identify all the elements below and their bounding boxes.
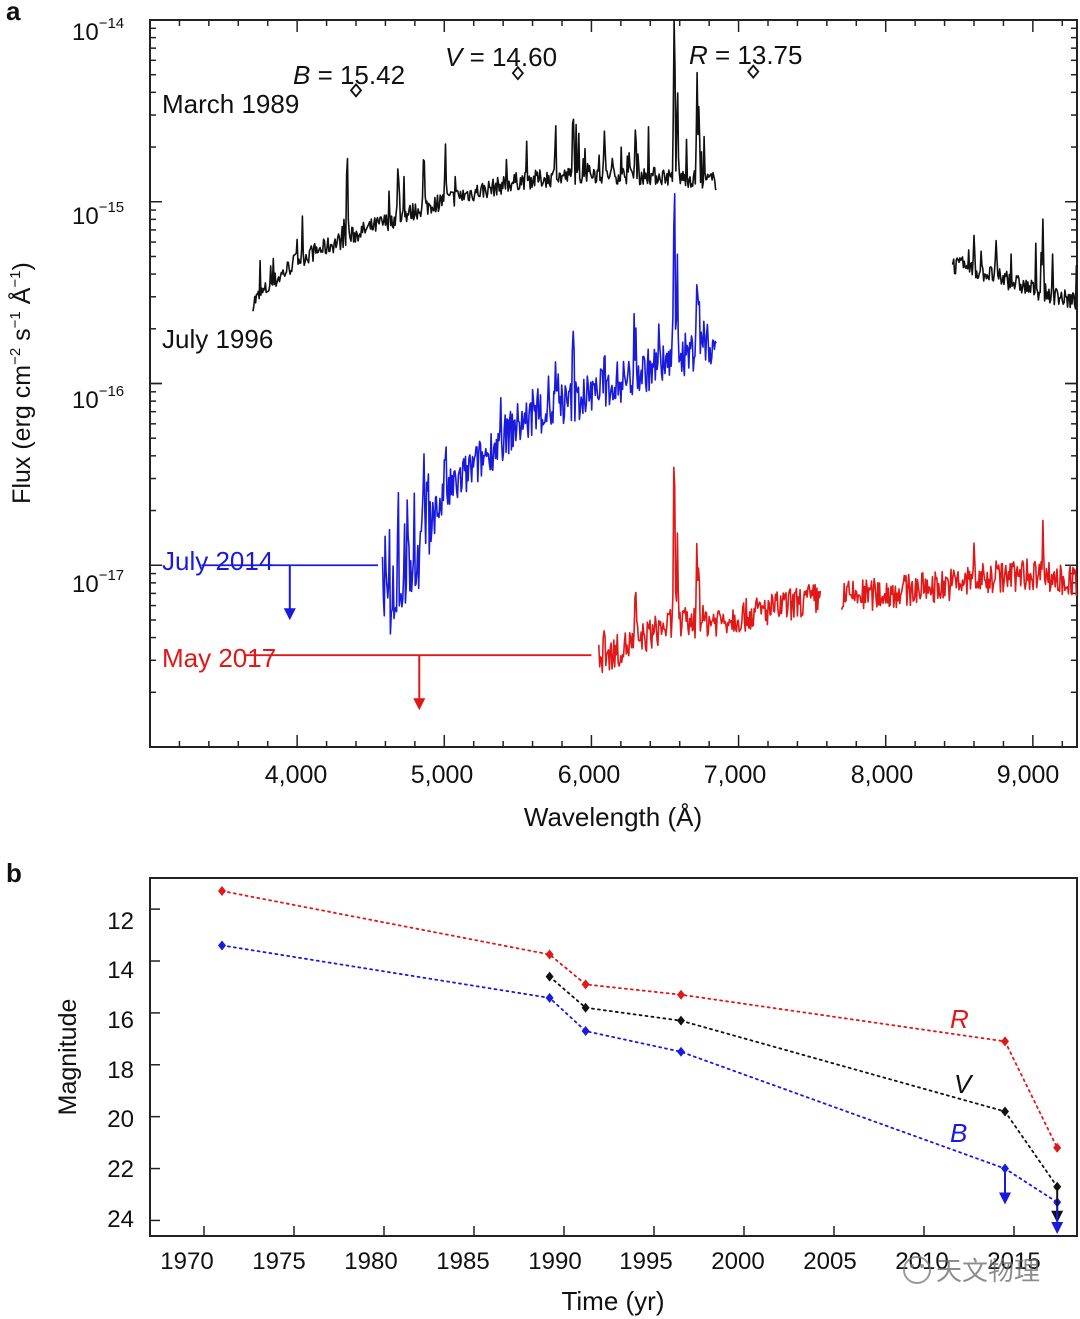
data-point-v (1001, 1106, 1009, 1117)
panel-b-series (218, 885, 1064, 1234)
upper-limit-arrow-b-head (999, 1192, 1011, 1205)
data-point-r (1053, 1142, 1062, 1153)
series-line-r (221, 890, 1059, 1149)
xtick-label: 4,000 (265, 761, 328, 789)
data-point-b (218, 940, 226, 951)
series-line-v (548, 975, 1059, 1188)
spectrum-july-1996 (381, 193, 717, 635)
data-point-v (581, 1002, 590, 1013)
xtick-label: 1990 (528, 1248, 581, 1275)
photometry-label-r: R = 13.75 (689, 40, 802, 70)
data-point-v (545, 971, 554, 982)
epoch-label-may-2017: May 2017 (162, 643, 276, 673)
panel-a-ylabel: Flux (erg cm−2 s−1 Å−1) (6, 262, 36, 504)
photometry-point-b (349, 82, 363, 98)
panel-b-label: b (6, 858, 22, 888)
data-point-r (581, 979, 590, 990)
data-point-b (1001, 1163, 1009, 1174)
photometry-point-r (747, 64, 760, 80)
xtick-label: 8,000 (851, 761, 914, 789)
ytick-label: 10−15 (72, 199, 124, 230)
ytick-label: 18 (107, 1057, 134, 1084)
watermark-text: 天文物理 (936, 1256, 1040, 1286)
panel-a-xtick-labels: 4,000 5,000 6,000 7,000 8,000 9,000 (265, 761, 1060, 789)
panel-b-frame (149, 877, 1078, 1237)
data-point-b (677, 1046, 685, 1057)
xtick-label: 6,000 (558, 761, 621, 789)
ytick-label: 22 (107, 1156, 134, 1183)
data-point-v (1053, 1181, 1062, 1192)
photometry-label-b: B = 15.42 (293, 60, 405, 90)
epoch-label-march-1989: March 1989 (162, 89, 299, 119)
panel-a-label: a (6, 0, 21, 26)
upper-limit-arrow-b-head (1051, 1222, 1064, 1234)
series-line-b (221, 944, 1059, 1204)
panel-b-ytick-labels: 12 14 16 18 20 22 24 (107, 908, 134, 1233)
ytick-label: 12 (107, 908, 134, 935)
ytick-label: 24 (107, 1206, 134, 1233)
data-point-r (677, 989, 685, 1000)
spectrum-may-2017 (598, 466, 1078, 674)
panel-b-plot (149, 877, 1078, 1237)
photometry-point-v (511, 65, 525, 81)
panel-a-ytick-labels: 10−14 10−15 10−16 10−17 (72, 15, 124, 598)
watermark: 天文物理 (903, 1256, 1040, 1286)
data-point-r (545, 949, 554, 960)
xtick-label: 1980 (344, 1248, 397, 1275)
ytick-label: 16 (107, 1007, 134, 1034)
wechat-icon (903, 1256, 931, 1284)
data-point-v (677, 1015, 685, 1026)
xtick-label: 1975 (252, 1248, 305, 1275)
ytick-label: 20 (107, 1106, 134, 1133)
upper-limit-arrow-head (283, 608, 296, 621)
ytick-label: 10−16 (72, 383, 124, 414)
epoch-label-july-1996: July 1996 (162, 324, 273, 354)
xtick-label: 7,000 (704, 761, 767, 789)
panel-a-series (252, 20, 1078, 674)
panel-b-xtick-labels: 1970 1975 1980 1985 1990 1995 2000 2005 … (160, 1248, 1040, 1275)
xtick-label: 5,000 (411, 761, 474, 789)
panel-a-xlabel: Wavelength (Å) (524, 802, 702, 832)
xtick-label: 2015 (987, 1248, 1040, 1275)
xtick-label: 2000 (711, 1248, 764, 1275)
xtick-label: 1985 (436, 1248, 489, 1275)
xtick-label: 1995 (619, 1248, 672, 1275)
panel-a-ticks (150, 20, 1077, 748)
panel-b-ticks (150, 908, 1015, 1236)
panel-b-xlabel: Time (yr) (561, 1286, 664, 1316)
epoch-label-july-2014: July 2014 (162, 546, 273, 576)
data-point-r (1001, 1036, 1009, 1047)
panel-a-photometry-points (349, 64, 760, 98)
data-point-b (545, 992, 554, 1003)
ytick-label: 14 (107, 957, 134, 984)
series-label-v: V (954, 1069, 974, 1099)
data-point-r (218, 885, 226, 896)
panel-a-frame (149, 19, 1078, 748)
wechat-icon-eye (910, 1264, 914, 1268)
series-label-r: R (950, 1004, 969, 1034)
panel-a-upper-limits (201, 564, 592, 711)
xtick-label: 9,000 (997, 761, 1060, 789)
spectrum-march-1989-red-end- (951, 218, 1078, 310)
data-point-b (581, 1026, 590, 1037)
xtick-label: 1970 (160, 1248, 213, 1275)
ytick-label: 10−17 (72, 567, 124, 598)
upper-limit-arrow-head (413, 698, 426, 711)
panel-b-ylabel: Magnitude (54, 999, 82, 1116)
panel-a-plot (149, 19, 1078, 748)
series-label-b: B (950, 1118, 967, 1148)
spectrum-march-1989 (252, 20, 717, 312)
wechat-icon-eye (920, 1264, 924, 1268)
panel-a-photometry-labels: B = 15.42 V = 14.60 R = 13.75 (293, 40, 802, 90)
xtick-label: 2005 (803, 1248, 856, 1275)
ytick-label: 10−14 (72, 15, 124, 46)
photometry-label-v: V = 14.60 (445, 42, 557, 72)
